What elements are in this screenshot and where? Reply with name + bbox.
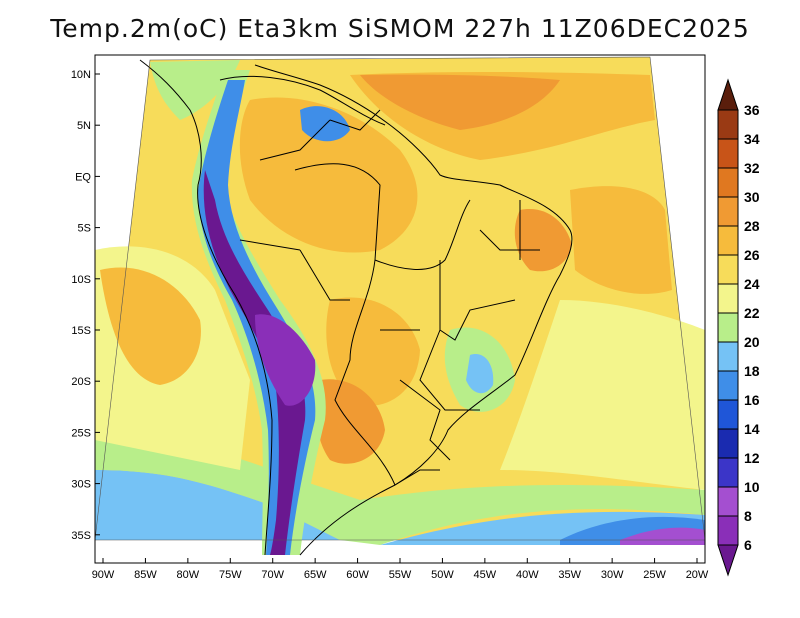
colorbar-segment xyxy=(717,167,739,198)
colorbar-segment xyxy=(717,312,739,343)
northeast-hot xyxy=(514,209,572,272)
colorbar-label: 10 xyxy=(744,479,760,495)
lon-tick-label: 90W xyxy=(92,569,115,581)
atlantic-north-hot xyxy=(360,74,560,130)
atlantic-south-yellow xyxy=(500,300,705,490)
colorbar-segment xyxy=(717,196,739,227)
amazon-warm xyxy=(239,97,418,253)
lat-tick-label: 25S xyxy=(71,427,91,439)
green-belt-south xyxy=(95,437,705,545)
paraguay-warm xyxy=(315,379,385,464)
lon-tick-label: 65W xyxy=(304,569,327,581)
colorbar-min-triangle xyxy=(717,544,739,577)
colorbar-label: 34 xyxy=(744,131,760,147)
latitude-axis: 10N 5N EQ 5S 10S 15S 20S 25S 30S 35S xyxy=(71,69,100,542)
lat-tick-label: 30S xyxy=(71,479,91,491)
southeast-cool-core xyxy=(466,354,494,394)
lon-tick-label: 35W xyxy=(558,569,581,581)
altiplano-purple xyxy=(255,314,316,406)
colorbar-label: 22 xyxy=(744,305,760,321)
lon-tick-label: 45W xyxy=(474,569,497,581)
lat-tick-label: 35S xyxy=(71,530,91,542)
venezuela-highlands xyxy=(300,106,350,142)
lat-tick-label: 10N xyxy=(71,69,91,81)
colorbar-segment xyxy=(717,399,739,430)
colorbar-segment xyxy=(717,370,739,401)
colorbar: 6 8 10 12 14 16 18 20 22 24 26 28 30 32 34 36 xyxy=(717,78,760,577)
colorbar-label: 16 xyxy=(744,392,760,408)
lon-tick-label: 75W xyxy=(219,569,242,581)
lat-tick-label: 20S xyxy=(71,376,91,388)
colorbar-segment xyxy=(717,225,739,256)
lon-tick-label: 55W xyxy=(389,569,412,581)
venezuela-coast xyxy=(219,75,386,126)
lon-tick-label: 30W xyxy=(601,569,624,581)
map-title: Temp.2m(oC) Eta3km SiSMOM 227h 11Z06DEC2… xyxy=(50,14,750,43)
colorbar-segment xyxy=(717,457,739,488)
lon-tick-label: 50W xyxy=(431,569,454,581)
colorbar-segment xyxy=(717,283,739,314)
pacific-green-patch xyxy=(150,60,240,120)
colorbar-label: 8 xyxy=(744,508,752,524)
state-borders xyxy=(239,109,540,486)
model-domain-outline xyxy=(95,56,705,541)
colorbar-label: 14 xyxy=(744,421,760,437)
colorbar-label: 18 xyxy=(744,363,760,379)
colorbar-segment xyxy=(717,109,739,140)
lon-tick-label: 20W xyxy=(686,569,709,581)
lat-tick-label: 5S xyxy=(78,223,91,235)
colorbar-label: 28 xyxy=(744,218,760,234)
lat-tick-label: 15S xyxy=(71,325,91,337)
colorbar-label: 26 xyxy=(744,247,760,263)
colorbar-label: 6 xyxy=(744,537,752,553)
colorbar-segment xyxy=(717,486,739,517)
pacific-warm xyxy=(100,267,201,385)
colorbar-label: 30 xyxy=(744,189,760,205)
colorbar-segment xyxy=(717,254,739,285)
colorbar-label: 20 xyxy=(744,334,760,350)
colorbar-label: 32 xyxy=(744,160,760,176)
lon-tick-label: 60W xyxy=(346,569,369,581)
lon-tick-label: 80W xyxy=(177,569,200,581)
lat-tick-label: EQ xyxy=(75,171,91,183)
colorbar-label: 24 xyxy=(744,276,760,292)
colorbar-label: 36 xyxy=(744,102,760,118)
southern-coldest xyxy=(620,527,705,545)
colorbar-label: 12 xyxy=(744,450,760,466)
south-america-outline xyxy=(139,59,573,556)
colorbar-segment xyxy=(717,138,739,169)
longitude-axis: 90W 85W 80W 75W 70W 65W 60W 55W 50W 45W 40W 35W 30W 2… xyxy=(92,558,709,581)
centre-west-warm xyxy=(326,297,420,406)
boundaries xyxy=(139,59,573,556)
lat-tick-label: 5N xyxy=(77,120,91,132)
lat-tick-label: 10S xyxy=(71,274,91,286)
brazil-border xyxy=(294,163,471,486)
lon-tick-label: 85W xyxy=(134,569,157,581)
atlantic-east-warm xyxy=(570,186,672,294)
colorbar-segment xyxy=(717,515,739,546)
andes-coldest xyxy=(203,170,306,555)
lon-tick-label: 70W xyxy=(261,569,284,581)
colorbar-segment xyxy=(717,341,739,372)
lon-tick-label: 40W xyxy=(516,569,539,581)
colorbar-segment xyxy=(717,428,739,459)
temperature-field xyxy=(95,56,705,556)
colorbar-max-triangle xyxy=(717,78,739,111)
lon-tick-label: 25W xyxy=(643,569,666,581)
